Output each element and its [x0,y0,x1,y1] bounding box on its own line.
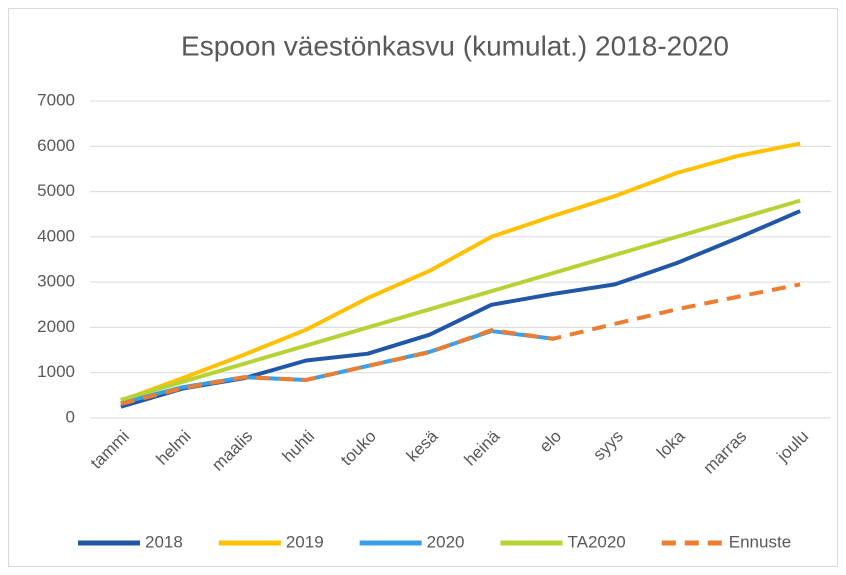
y-tick-label: 5000 [37,181,75,200]
legend-label: TA2020 [567,532,625,551]
y-tick-label: 2000 [37,317,75,336]
chart-title: Espoon väestönkasvu (kumulat.) 2018-2020 [181,30,729,61]
y-tick-label: 0 [66,407,75,426]
line-series [120,282,801,406]
chart-border [8,8,838,567]
line-series [120,198,801,402]
y-tick-label: 7000 [37,90,75,109]
y-tick-label: 6000 [37,136,75,155]
legend-label: 2020 [427,532,465,551]
y-tick-label: 1000 [37,362,75,381]
y-tick-label: 4000 [37,226,75,245]
legend-label: 2018 [145,532,183,551]
line-series [120,141,801,403]
legend-label: 2019 [286,532,324,551]
y-tick-label: 3000 [37,272,75,291]
legend-label: Ennuste [729,532,791,551]
